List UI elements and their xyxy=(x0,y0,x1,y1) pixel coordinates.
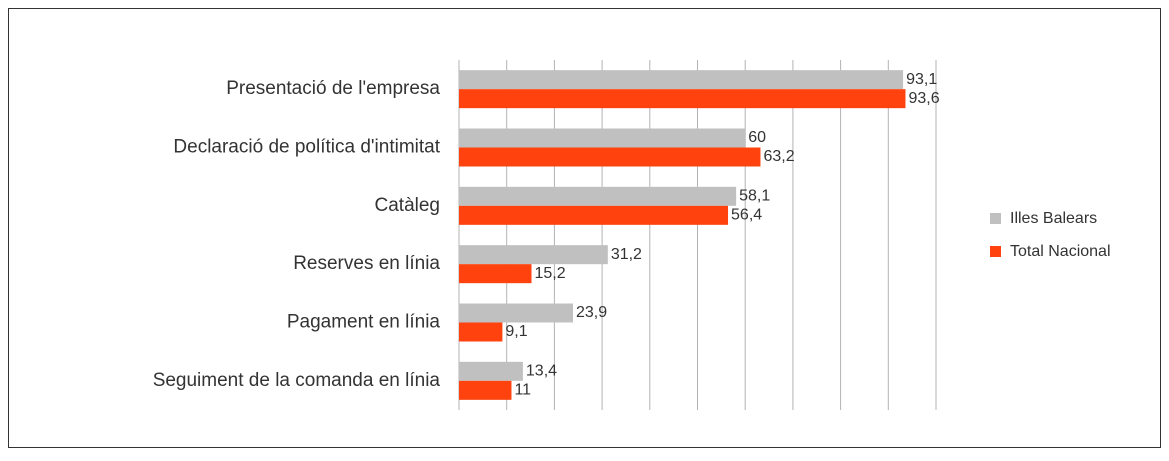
data-label: 15,2 xyxy=(535,265,566,282)
y-tick-label: Presentació de l'empresa xyxy=(226,78,440,99)
data-label: 11 xyxy=(514,382,531,399)
bar xyxy=(459,361,523,381)
legend-swatch xyxy=(990,246,1001,257)
data-label: 58,1 xyxy=(739,188,770,205)
bar xyxy=(459,89,906,109)
bar xyxy=(459,70,904,90)
data-label: 23,9 xyxy=(576,304,607,321)
bar xyxy=(459,264,532,284)
bar xyxy=(459,128,746,148)
data-label: 60 xyxy=(748,129,766,146)
data-label: 9,1 xyxy=(505,323,527,340)
bar xyxy=(459,205,729,225)
data-label: 93,1 xyxy=(906,71,937,88)
data-label: 56,4 xyxy=(731,207,762,224)
bar xyxy=(459,186,737,206)
data-label: 63,2 xyxy=(763,148,794,165)
y-tick-label: Seguiment de la comanda en línia xyxy=(153,370,441,391)
legend-label: Illes Balears xyxy=(1010,210,1097,227)
legend-swatch xyxy=(990,213,1001,224)
bar xyxy=(459,303,574,323)
data-label: 13,4 xyxy=(526,363,557,380)
bar xyxy=(459,147,761,167)
data-label: 93,6 xyxy=(908,90,939,107)
bar xyxy=(459,380,512,400)
y-tick-label: Reserves en línia xyxy=(293,253,440,274)
legend-label: Total Nacional xyxy=(1010,243,1111,260)
bar xyxy=(459,322,503,342)
y-tick-label: Declaració de política d'intimitat xyxy=(173,137,440,158)
y-tick-label: Catàleg xyxy=(375,195,441,216)
data-label: 31,2 xyxy=(611,246,642,263)
bar xyxy=(459,245,608,265)
y-tick-label: Pagament en línia xyxy=(287,312,441,333)
